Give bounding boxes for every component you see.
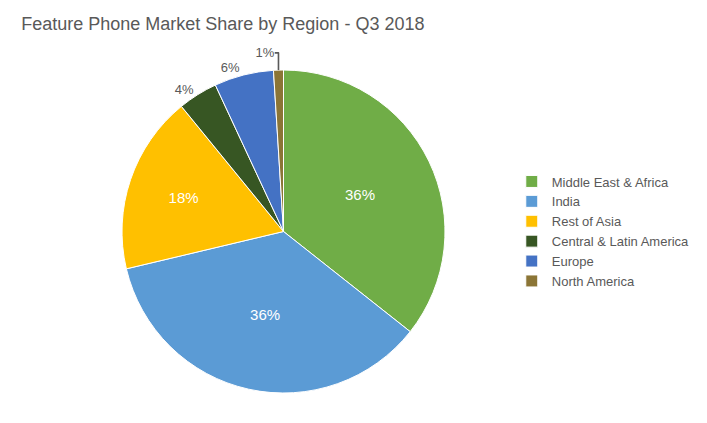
svg-text:18%: 18% — [169, 189, 199, 206]
svg-text:1%: 1% — [255, 45, 274, 60]
svg-text:Feature Phone Market Share by: Feature Phone Market Share by Region - Q… — [21, 14, 424, 34]
svg-text:36%: 36% — [250, 306, 280, 323]
svg-text:India: India — [552, 194, 581, 209]
svg-text:North America: North America — [552, 274, 635, 289]
svg-text:6%: 6% — [221, 60, 240, 75]
svg-text:36%: 36% — [345, 186, 375, 203]
svg-text:Middle East & Africa: Middle East & Africa — [552, 175, 669, 190]
svg-text:Europe: Europe — [552, 254, 594, 269]
svg-text:4%: 4% — [175, 82, 194, 97]
svg-text:Rest of Asia: Rest of Asia — [552, 214, 622, 229]
svg-text:Central & Latin America: Central & Latin America — [552, 234, 689, 249]
